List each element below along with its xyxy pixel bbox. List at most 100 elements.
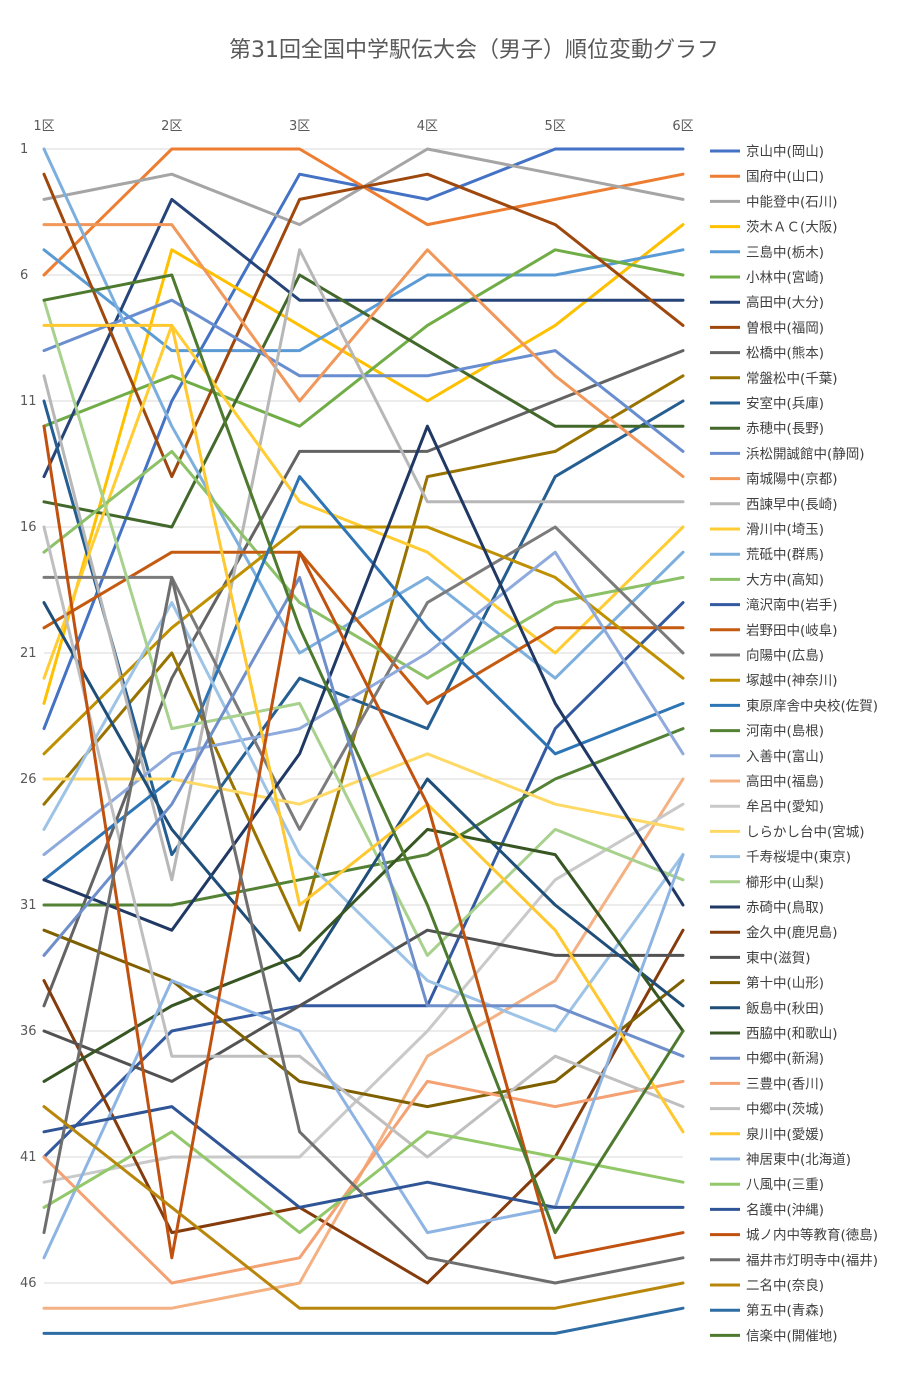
legend-label: 中能登中(石川) <box>746 194 838 210</box>
legend-label: 第五中(青森) <box>746 1302 824 1319</box>
y-tick-label: 31 <box>20 898 37 913</box>
series-line <box>42 449 685 680</box>
legend-label: 二名中(奈良) <box>746 1278 824 1294</box>
legend-label: 中郷中(新潟) <box>746 1051 824 1067</box>
legend-label: 神居東中(北海道) <box>746 1152 851 1168</box>
series-line <box>42 223 685 479</box>
legend-label: 曽根中(福岡) <box>746 320 824 336</box>
legend-label: 三豊中(香川) <box>746 1076 824 1092</box>
series-line <box>42 601 685 1033</box>
series-line <box>42 424 685 932</box>
legend-label: 滑川中(埼玉) <box>746 522 824 538</box>
series-line <box>42 601 685 1159</box>
y-tick-label: 46 <box>20 1276 37 1291</box>
legend-label: 三島中(栃木) <box>746 245 824 261</box>
legend-label: 福井市灯明寺中(福井) <box>746 1252 878 1269</box>
series-line <box>42 827 685 1083</box>
series-line <box>42 752 685 831</box>
legend-label: 赤碕中(鳥取) <box>746 900 824 916</box>
legend-label: 茨木ＡＣ(大阪) <box>746 220 838 236</box>
x-tick-label: 3区 <box>289 119 310 134</box>
series-line <box>42 525 685 831</box>
legend-label: 入善中(富山) <box>746 748 824 765</box>
series-line <box>42 928 685 1083</box>
series-line <box>42 853 685 1260</box>
series-line <box>42 601 685 1008</box>
legend-label: 飯島中(秋田) <box>746 1001 824 1017</box>
series-line <box>42 575 685 1058</box>
legend-label: 常盤松中(千葉) <box>746 371 838 387</box>
legend: 京山中(岡山) 国府中(山口) 中能登中(石川) 茨木ＡＣ(大阪) 三島中(栃木) 小林中… <box>710 144 878 1344</box>
x-tick-label: 4区 <box>417 119 438 134</box>
series-line <box>42 1079 685 1285</box>
legend-label: 第十中(山形) <box>746 975 824 992</box>
series-line <box>42 525 685 756</box>
series-line <box>42 197 685 479</box>
legend-label: 塚越中(神奈川) <box>746 673 838 689</box>
y-tick-label: 21 <box>20 646 37 661</box>
series-line <box>42 147 685 680</box>
legend-label: 南城陽中(京都) <box>746 472 838 488</box>
y-tick-label: 41 <box>20 1150 37 1165</box>
series-line <box>42 323 685 1134</box>
x-tick-label: 6区 <box>672 119 693 134</box>
legend-label: 京山中(岡山) <box>746 144 824 160</box>
legend-label: 櫛形中(山梨) <box>746 875 824 891</box>
x-tick-label: 1区 <box>33 119 54 134</box>
legend-label: 高田中(大分) <box>746 294 824 311</box>
series-line <box>42 273 685 1235</box>
series-line <box>42 1105 685 1310</box>
legend-label: 向陽中(広島) <box>746 648 824 664</box>
series-line <box>42 802 685 1184</box>
series-line <box>42 273 685 529</box>
series-line <box>42 550 685 857</box>
y-tick-label: 6 <box>20 268 28 283</box>
series-line <box>42 172 685 479</box>
legend-label: 名護中(沖縄) <box>746 1202 824 1218</box>
legend-label: 岩野田中(岐阜) <box>746 622 838 639</box>
series-lines <box>42 147 685 1335</box>
legend-label: 中郷中(茨城) <box>746 1102 824 1118</box>
series-line <box>42 1306 685 1335</box>
series-line <box>42 525 685 1159</box>
series-line <box>42 475 685 882</box>
series-line <box>42 1130 685 1235</box>
legend-label: 荒砥中(群馬) <box>746 547 824 563</box>
legend-label: 金久中(鹿児島) <box>746 924 838 941</box>
legend-label: 東原庠舎中央校(佐賀) <box>746 697 878 714</box>
y-tick-label: 26 <box>20 772 37 787</box>
legend-label: 西脇中(和歌山) <box>746 1026 838 1042</box>
x-tick-label: 2区 <box>161 119 182 134</box>
legend-label: 千寿桜堤中(東京) <box>746 849 851 866</box>
legend-label: 河南中(島根) <box>746 724 824 740</box>
series-line <box>42 298 685 957</box>
legend-label: 西諫早中(長崎) <box>746 497 838 513</box>
series-line <box>42 550 685 705</box>
series-line <box>42 248 685 882</box>
legend-label: 八風中(三重) <box>746 1177 824 1193</box>
legend-label: 赤穂中(長野) <box>746 421 824 437</box>
y-tick-label: 36 <box>20 1024 37 1039</box>
legend-label: 浜松開誠館中(静岡) <box>746 446 865 462</box>
y-tick-label: 1 <box>20 142 28 157</box>
legend-label: 大方中(高知) <box>746 571 824 588</box>
legend-label: 泉川中(愛媛) <box>746 1126 824 1143</box>
legend-label: 国府中(山口) <box>746 169 824 185</box>
legend-label: 牟呂中(愛知) <box>746 798 824 815</box>
y-tick-label: 16 <box>20 520 37 535</box>
series-line <box>42 223 685 705</box>
y-tick-label: 11 <box>20 394 37 409</box>
legend-label: 滝沢南中(岩手) <box>746 598 838 614</box>
legend-label: しらかし台中(宮城) <box>746 824 865 840</box>
legend-label: 高田中(福島) <box>746 773 824 790</box>
chart-title: 第31回全国中学駅伝大会（男子）順位変動グラフ <box>229 38 719 63</box>
series-line <box>42 424 685 1260</box>
legend-label: 小林中(宮崎) <box>746 270 824 286</box>
series-line <box>42 727 685 907</box>
legend-label: 信楽中(開催地) <box>746 1328 838 1344</box>
legend-label: 松橋中(熊本) <box>746 346 824 362</box>
legend-label: 東中(滋賀) <box>746 950 811 966</box>
legend-label: 安室中(兵庫) <box>746 395 824 412</box>
x-tick-label: 5区 <box>545 119 566 134</box>
